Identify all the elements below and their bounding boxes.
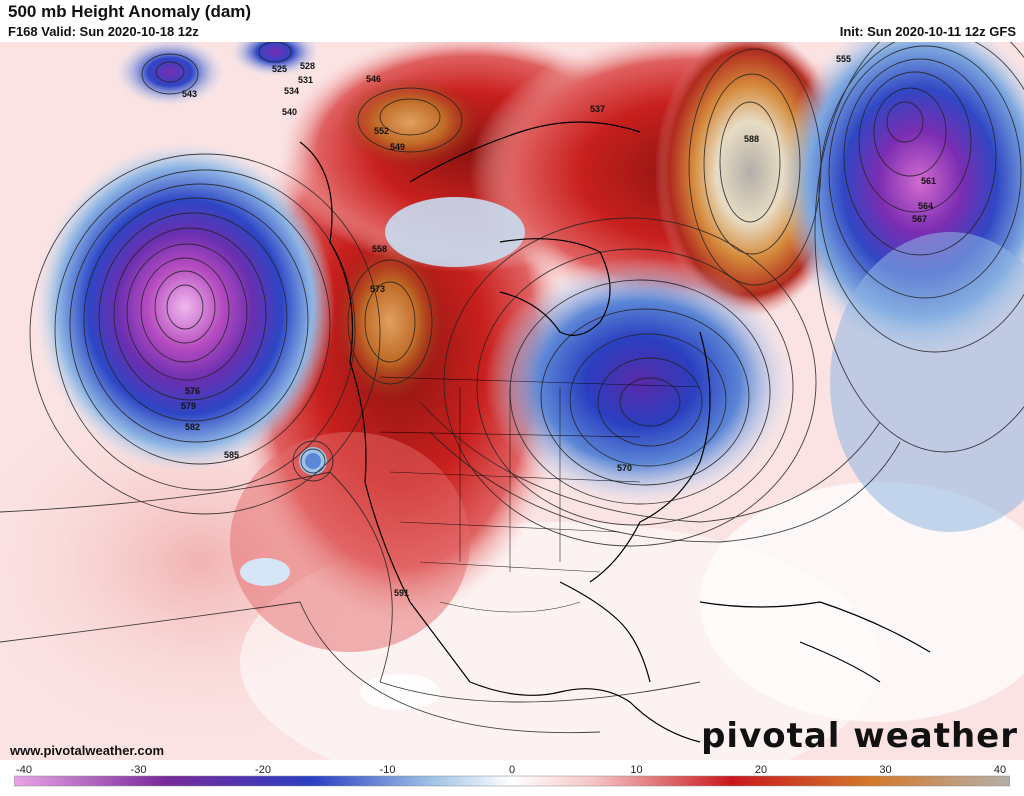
map-header: 500 mb Height Anomaly (dam) F168 Valid: … bbox=[0, 0, 1024, 42]
contour-label: 588 bbox=[744, 134, 759, 144]
contour-label: 591 bbox=[394, 588, 409, 598]
colorbar-tick-label: 0 bbox=[509, 764, 515, 776]
valid-time: F168 Valid: Sun 2020-10-18 12z bbox=[8, 24, 199, 39]
contour-label: 585 bbox=[224, 450, 239, 460]
colorbar-tick-label: 30 bbox=[879, 764, 891, 776]
contour-labels: 525 528 531 534 540 543 546 552 549 537 … bbox=[181, 54, 936, 598]
contour-label: 582 bbox=[185, 422, 200, 432]
contour-label: 561 bbox=[921, 176, 936, 186]
contour-label: 576 bbox=[185, 386, 200, 396]
colorbar: -40 -30 -20 -10 0 10 20 30 40 bbox=[13, 762, 1011, 791]
colorbar-ticks: -40 -30 -20 -10 0 10 20 30 40 bbox=[16, 764, 1006, 776]
contour-label: 552 bbox=[374, 126, 389, 136]
pivotal-weather-logo: pivotal weather bbox=[701, 716, 1018, 756]
colorbar-tick-label: -20 bbox=[255, 764, 271, 776]
anomaly-map: 525 528 531 534 540 543 546 552 549 537 … bbox=[0, 42, 1024, 760]
colorbar-tick-label: 20 bbox=[755, 764, 767, 776]
contour-label: 528 bbox=[300, 61, 315, 71]
contour-label: 537 bbox=[590, 104, 605, 114]
contour-label: 525 bbox=[272, 64, 287, 74]
colorbar-tick-label: 10 bbox=[630, 764, 642, 776]
colorbar-tick-label: -30 bbox=[131, 764, 147, 776]
colorbar-tick-label: -10 bbox=[380, 764, 396, 776]
init-time: Init: Sun 2020-10-11 12z GFS bbox=[839, 24, 1016, 39]
colorbar-gradient bbox=[13, 775, 1011, 787]
contour-label: 573 bbox=[370, 284, 385, 294]
contour-label: 534 bbox=[284, 86, 299, 96]
website-url: www.pivotalweather.com bbox=[10, 743, 165, 758]
contour-label: 549 bbox=[390, 142, 405, 152]
contour-label: 540 bbox=[282, 107, 297, 117]
contour-label: 543 bbox=[182, 89, 197, 99]
contour-label: 570 bbox=[617, 463, 632, 473]
contour-label: 555 bbox=[836, 54, 851, 64]
contour-label: 579 bbox=[181, 401, 196, 411]
colorbar-tick-label: 40 bbox=[994, 764, 1006, 776]
contour-label: 567 bbox=[912, 214, 927, 224]
map-title: 500 mb Height Anomaly (dam) bbox=[8, 2, 252, 21]
contour-label: 564 bbox=[918, 201, 933, 211]
colorbar-tick-label: -40 bbox=[16, 764, 32, 776]
contour-label: 558 bbox=[372, 244, 387, 254]
contour-label: 531 bbox=[298, 75, 313, 85]
contour-label: 546 bbox=[366, 74, 381, 84]
